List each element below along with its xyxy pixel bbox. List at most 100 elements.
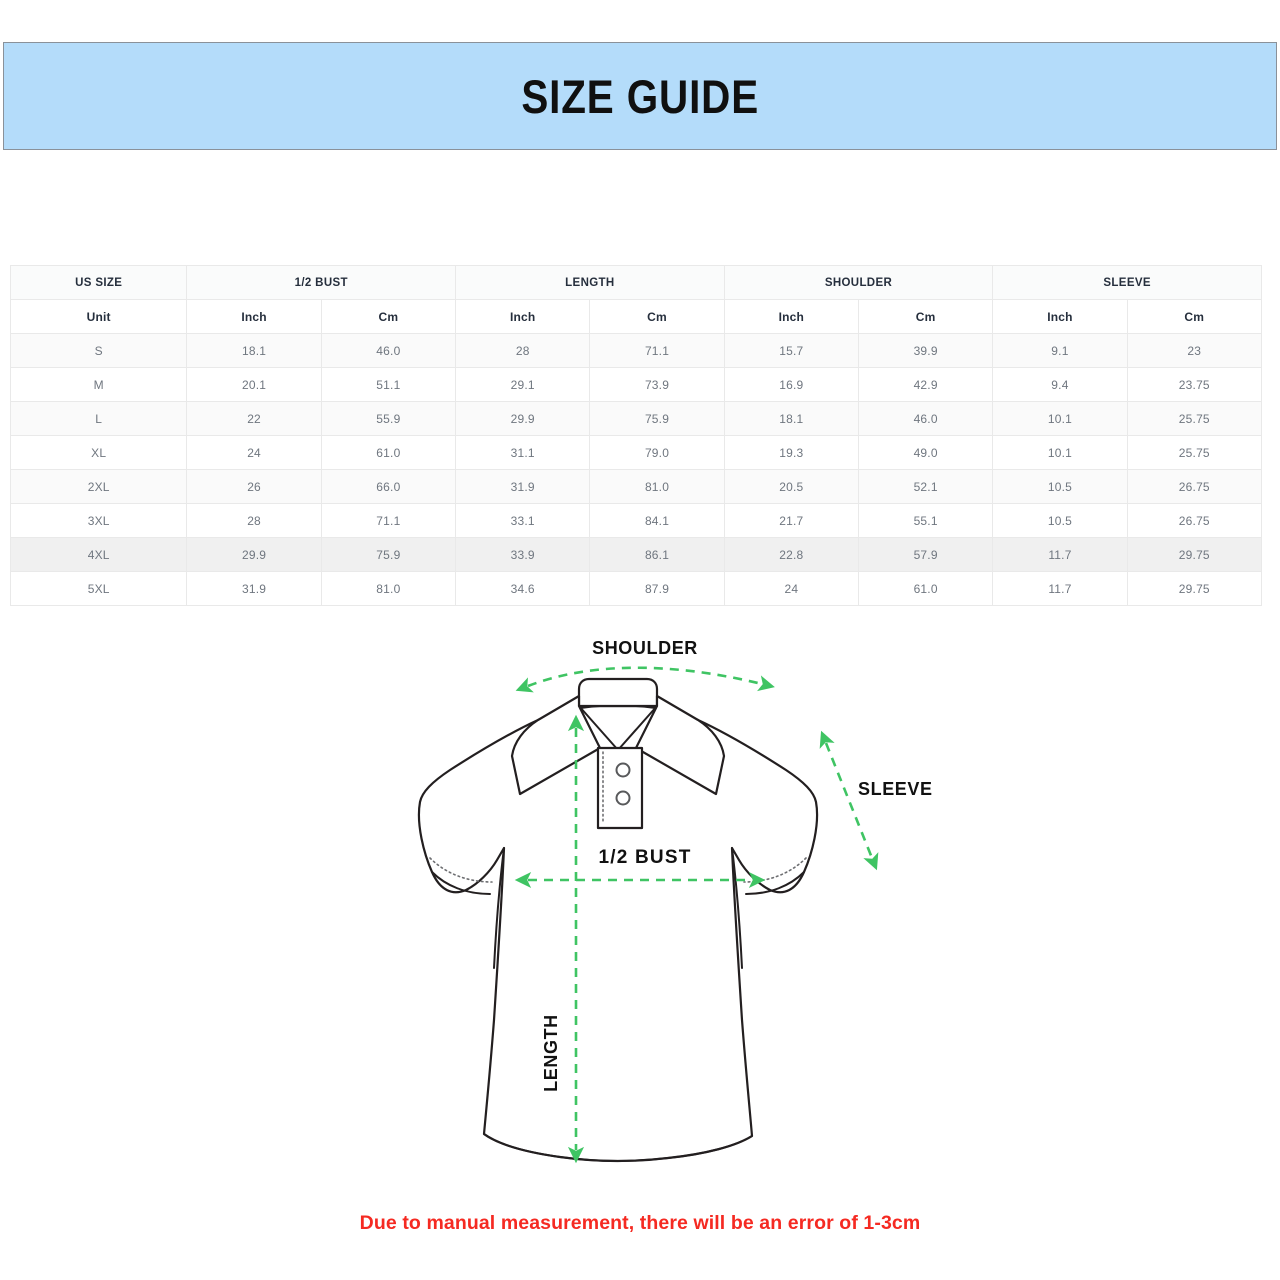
cell-size: 2XL [9,469,188,504]
cell-sleeve-cm: 26.75 [1126,469,1263,504]
cell-shoulder-cm: 42.9 [857,367,994,402]
cell-bust-in: 28 [186,503,322,538]
cell-bust-in: 20.1 [186,367,322,402]
size-table-container: US SIZE 1/2 BUST LENGTH SHOULDER SLEEVE … [9,265,1263,606]
cell-sleeve-cm: 25.75 [1126,401,1263,436]
cell-size: L [9,401,188,436]
shirt-hem [483,1133,753,1162]
cell-size: M [9,367,188,402]
button-placket [596,746,644,830]
cell-shoulder-in: 20.5 [723,469,859,504]
measurement-disclaimer: Due to manual measurement, there will be… [359,1212,921,1234]
cell-sleeve-in: 11.7 [992,537,1128,572]
table-row: 5XL 31.9 81.0 34.6 87.9 24 61.0 11.7 29.… [9,571,1263,606]
cell-length-cm: 84.1 [589,503,725,538]
polo-shirt-illustration [417,677,819,1162]
cell-shoulder-cm: 61.0 [857,571,994,606]
cell-bust-cm: 75.9 [320,537,457,572]
cell-shoulder-in: 15.7 [723,333,859,368]
cell-length-cm: 79.0 [589,435,725,470]
size-guide-banner: SIZE GUIDE [3,42,1277,150]
cell-sleeve-cm: 23.75 [1126,367,1263,402]
group-header-bust: 1/2 BUST [186,265,457,300]
cell-sleeve-cm: 29.75 [1126,571,1263,606]
cell-sleeve-in: 9.1 [992,333,1128,368]
cell-bust-cm: 46.0 [320,333,457,368]
size-table-body: S 18.1 46.0 28 71.1 15.7 39.9 9.1 23 M 2… [9,333,1263,606]
cell-length-cm: 86.1 [589,537,725,572]
cell-shoulder-cm: 52.1 [857,469,994,504]
cell-sleeve-in: 10.1 [992,435,1128,470]
cell-length-in: 33.1 [455,503,591,538]
group-header-us-size: US SIZE [9,265,188,300]
cell-length-in: 31.9 [455,469,591,504]
cell-bust-cm: 66.0 [320,469,457,504]
cell-shoulder-cm: 57.9 [857,537,994,572]
table-row: 3XL 28 71.1 33.1 84.1 21.7 55.1 10.5 26.… [9,503,1263,538]
cell-sleeve-in: 11.7 [992,571,1128,606]
unit-header-unit: Unit [9,299,188,334]
cell-size: 5XL [9,571,188,606]
cell-bust-cm: 71.1 [320,503,457,538]
size-table: US SIZE 1/2 BUST LENGTH SHOULDER SLEEVE … [9,265,1263,606]
table-row: 2XL 26 66.0 31.9 81.0 20.5 52.1 10.5 26.… [9,469,1263,504]
cell-bust-in: 22 [186,401,322,436]
page-title: SIZE GUIDE [521,69,759,123]
shoulder-label: SHOULDER [592,638,698,658]
cell-length-in: 34.6 [455,571,591,606]
cell-bust-cm: 51.1 [320,367,457,402]
cell-bust-cm: 61.0 [320,435,457,470]
unit-header-row: Unit Inch Cm Inch Cm Inch Cm Inch Cm [9,299,1263,334]
cell-length-cm: 75.9 [589,401,725,436]
cell-length-cm: 71.1 [589,333,725,368]
cell-bust-in: 31.9 [186,571,322,606]
cell-shoulder-in: 21.7 [723,503,859,538]
table-row: S 18.1 46.0 28 71.1 15.7 39.9 9.1 23 [9,333,1263,368]
length-label: LENGTH [541,1014,561,1092]
cell-shoulder-in: 19.3 [723,435,859,470]
cell-shoulder-in: 18.1 [723,401,859,436]
table-row: 4XL 29.9 75.9 33.9 86.1 22.8 57.9 11.7 2… [9,537,1263,572]
group-header-length: LENGTH [455,265,725,300]
unit-header-length-in: Inch [455,299,591,334]
bust-label: 1/2 BUST [598,847,691,868]
unit-header-shoulder-cm: Cm [857,299,994,334]
cell-shoulder-in: 22.8 [723,537,859,572]
cell-bust-cm: 55.9 [320,401,457,436]
cell-shoulder-cm: 55.1 [857,503,994,538]
measurement-diagram: SHOULDER SLEEVE 1/2 BUST LENGTH [0,628,1280,1188]
cell-length-in: 28 [455,333,591,368]
cell-shoulder-cm: 49.0 [857,435,994,470]
group-header-shoulder: SHOULDER [723,265,994,300]
button-top [615,762,631,778]
table-row: XL 24 61.0 31.1 79.0 19.3 49.0 10.1 25.7… [9,435,1263,470]
cell-size: XL [9,435,188,470]
cell-bust-cm: 81.0 [320,571,457,606]
cell-shoulder-cm: 46.0 [857,401,994,436]
unit-header-sleeve-in: Inch [992,299,1128,334]
cell-length-in: 33.9 [455,537,591,572]
unit-header-shoulder-in: Inch [723,299,859,334]
table-row: M 20.1 51.1 29.1 73.9 16.9 42.9 9.4 23.7… [9,367,1263,402]
cell-length-cm: 87.9 [589,571,725,606]
left-sleeve-stitch [429,857,493,883]
unit-header-length-cm: Cm [589,299,725,334]
cell-size: S [9,333,188,368]
sleeve-measure-arrow [819,730,879,871]
cell-sleeve-cm: 23 [1126,333,1263,368]
cell-bust-in: 26 [186,469,322,504]
cell-bust-in: 29.9 [186,537,322,572]
cell-length-in: 29.1 [455,367,591,402]
cell-length-in: 29.9 [455,401,591,436]
group-header-row: US SIZE 1/2 BUST LENGTH SHOULDER SLEEVE [9,265,1262,300]
cell-size: 4XL [9,537,188,572]
cell-bust-in: 24 [186,435,322,470]
cell-bust-in: 18.1 [186,333,322,368]
cell-shoulder-in: 16.9 [723,367,859,402]
left-armhole-seam [493,847,505,969]
size-table-head: US SIZE 1/2 BUST LENGTH SHOULDER SLEEVE … [9,265,1263,334]
unit-header-bust-in: Inch [186,299,322,334]
cell-length-cm: 81.0 [589,469,725,504]
unit-header-sleeve-cm: Cm [1126,299,1263,334]
